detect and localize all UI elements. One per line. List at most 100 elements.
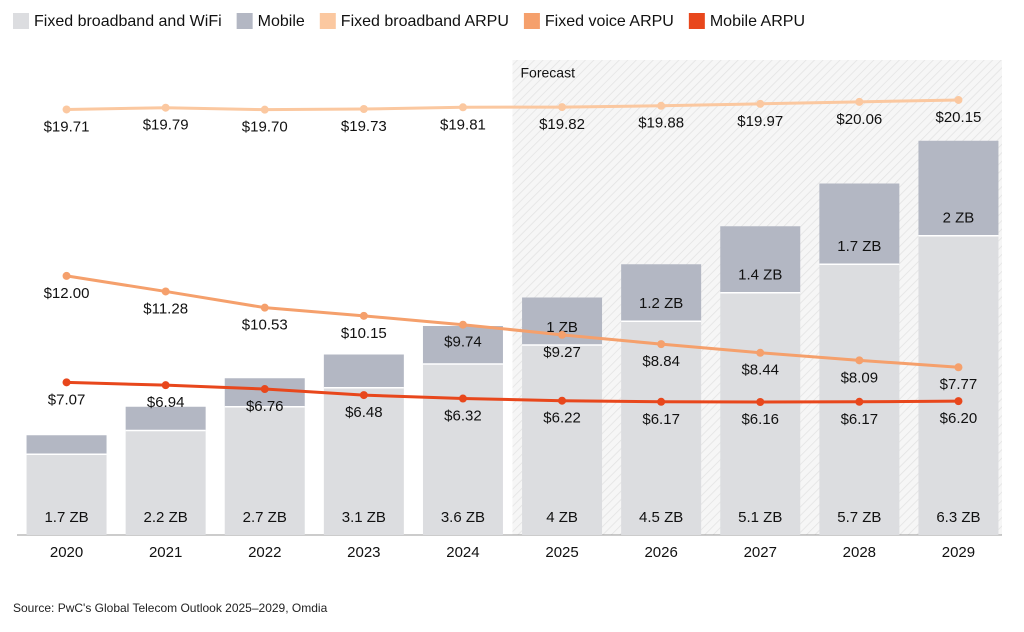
line-value-label: $8.44 <box>741 362 779 379</box>
line-value-label: $7.07 <box>48 391 86 408</box>
bar-value-label: 1.4 ZB <box>738 267 782 284</box>
bar-value-label: 2.2 ZB <box>144 509 188 526</box>
bar-segment <box>720 292 801 535</box>
line-point <box>756 398 765 406</box>
line-point <box>954 95 963 104</box>
line-value-label: $19.81 <box>440 116 486 133</box>
line-point <box>161 381 170 390</box>
line-point <box>62 378 71 387</box>
line-point <box>756 348 765 357</box>
line-point <box>260 385 269 394</box>
line-point <box>657 101 666 110</box>
bar-segment <box>422 364 503 535</box>
line-value-label: $10.53 <box>242 317 288 334</box>
line-point <box>161 103 170 112</box>
line-value-label: $19.88 <box>638 115 684 132</box>
line-point <box>954 397 963 406</box>
line-series <box>66 274 959 369</box>
x-tick-label: 2022 <box>248 544 281 561</box>
line-point <box>260 303 269 312</box>
x-tick-label: 2026 <box>644 544 677 561</box>
x-tick-label: 2023 <box>347 544 380 561</box>
source: Source: PwC's Global Telecom Outlook 202… <box>13 601 328 615</box>
line-point <box>359 105 368 114</box>
bar-segment <box>323 387 404 535</box>
bar-segment <box>125 430 206 535</box>
line-point <box>855 397 864 406</box>
line-value-label: $19.97 <box>737 113 783 130</box>
line-value-label: $19.71 <box>44 118 90 135</box>
lines: $19.71 $19.79 $19.70 $19.73 $19.81 $19.82 $19.… <box>44 95 982 428</box>
line-value-label: $6.48 <box>345 404 383 421</box>
line-point <box>260 105 269 114</box>
legend-swatch <box>523 13 540 29</box>
x-tick-label: 2027 <box>744 544 777 561</box>
line-point <box>458 320 467 329</box>
line-value-label: $12.00 <box>44 285 90 302</box>
line-point <box>161 287 170 296</box>
line-value-label: $8.84 <box>642 353 680 370</box>
bar-value-label: 5.1 ZB <box>738 509 782 526</box>
bar-segment <box>522 345 603 535</box>
legend-label: Fixed broadband and WiFi <box>34 13 222 30</box>
line-value-label: $6.16 <box>741 411 779 428</box>
bar-segment <box>125 406 206 431</box>
bar-value-label: 4.5 ZB <box>639 509 683 526</box>
line-value-label: $19.82 <box>539 116 585 133</box>
x-tick-label: 2020 <box>50 544 83 561</box>
bar-segment <box>621 264 702 322</box>
bar-value-label: 3.6 ZB <box>441 509 485 526</box>
bar-value-label: 1.7 ZB <box>837 238 881 255</box>
x-tick-label: 2021 <box>149 544 182 561</box>
line-series <box>66 380 959 404</box>
line-value-label: $19.73 <box>341 118 387 135</box>
bar-value-label: 1.7 ZB <box>44 509 88 526</box>
line-point <box>62 271 71 280</box>
line-point <box>756 99 765 108</box>
legend-swatch <box>13 13 29 29</box>
line-value-label: $7.77 <box>940 376 978 393</box>
bar-segment <box>26 454 107 535</box>
line-value-label: $19.70 <box>242 119 288 136</box>
line-value-label: $6.17 <box>841 411 879 428</box>
bar-segment <box>918 140 999 236</box>
line-value-label: $6.94 <box>147 394 185 411</box>
line-point <box>657 340 666 349</box>
line-point <box>954 363 963 372</box>
x-tick-label: 2028 <box>843 544 876 561</box>
legend-label: Fixed broadband ARPU <box>341 13 509 30</box>
bar-segment <box>918 235 999 535</box>
line-value-label: $20.15 <box>936 109 982 126</box>
line-value-label: $11.28 <box>143 300 188 317</box>
bar-segment <box>819 183 900 265</box>
line-point <box>62 105 71 114</box>
bar-value-label: 1 ZB <box>546 319 578 336</box>
bar-segment <box>621 321 702 535</box>
line-value-label: $6.17 <box>642 411 680 428</box>
forecast-label: Forecast <box>521 65 576 81</box>
bar-value-label: 2.7 ZB <box>243 509 287 526</box>
legend-label: Mobile <box>258 13 305 30</box>
line-value-label: $6.22 <box>543 410 581 427</box>
bar-segment <box>224 406 305 535</box>
legend-swatch <box>236 13 253 29</box>
bar-segment <box>422 326 503 364</box>
line-value-label: $19.79 <box>143 117 189 134</box>
line-point <box>558 103 567 112</box>
line-point <box>558 330 567 339</box>
line-point <box>558 396 567 405</box>
line-point <box>458 394 467 403</box>
line-value-label: $10.15 <box>341 325 387 342</box>
bar-value-label: 3.1 ZB <box>342 509 386 526</box>
line-value-label: $20.06 <box>836 111 882 128</box>
bar-segment <box>720 226 801 293</box>
x-tick-label: 2025 <box>545 544 578 561</box>
line-series <box>66 98 959 112</box>
bar-segment <box>26 435 107 455</box>
legend-swatch <box>688 13 705 29</box>
legend-label: Fixed voice ARPU <box>545 13 674 30</box>
bar-value-label: 5.7 ZB <box>837 509 881 526</box>
line-value-label: $6.76 <box>246 398 284 415</box>
line-point <box>657 397 666 406</box>
